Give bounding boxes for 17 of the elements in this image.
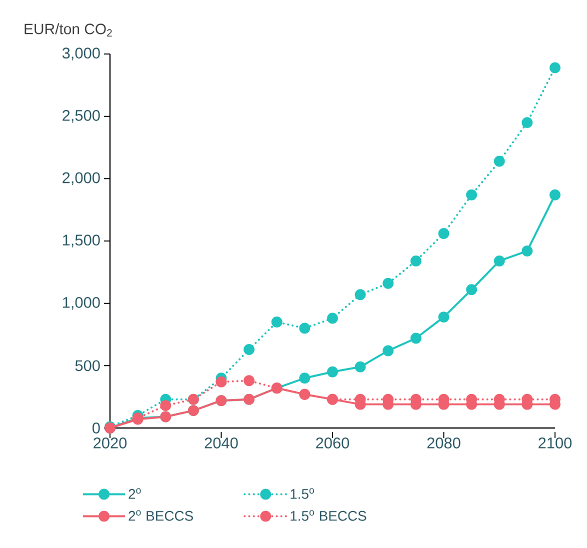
y-axis-title: EUR/ton CO$_{2}$ bbox=[24, 23, 112, 36]
legend-label: 1.5$^{o}$ BECCS bbox=[290, 510, 366, 521]
x-tick-label: 2060 bbox=[316, 438, 350, 448]
legend-label: 1.5$^{o}$ bbox=[290, 488, 314, 499]
legend-label: 2$^{o}$ BECCS bbox=[128, 510, 193, 521]
y-tick-label: 2,500 bbox=[62, 110, 100, 123]
y-tick-label: 1,500 bbox=[63, 234, 100, 248]
y-tick-label: 2,000 bbox=[62, 172, 100, 186]
y-tick-label: 1,000 bbox=[63, 296, 100, 310]
x-tick-label: 2100 bbox=[538, 438, 572, 448]
y-tick-label: 500 bbox=[75, 360, 100, 372]
x-tick-label: 2040 bbox=[204, 438, 238, 448]
legend-label: 2$^{o}$ bbox=[128, 488, 141, 499]
x-tick-label: 2020 bbox=[94, 438, 127, 448]
y-tick-label: 3,000 bbox=[62, 48, 100, 60]
y-tick-label: 0 bbox=[92, 422, 100, 434]
x-tick-label: 2080 bbox=[427, 438, 460, 448]
